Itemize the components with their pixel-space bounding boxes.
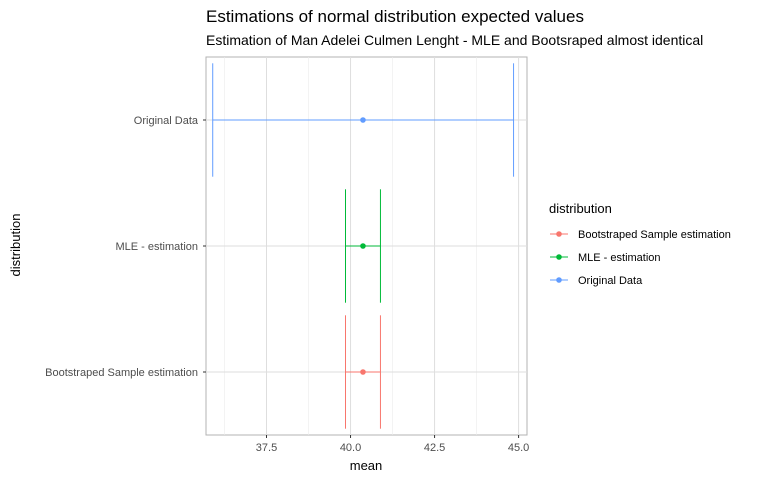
mean-point	[360, 369, 366, 375]
legend-key-point	[556, 277, 562, 283]
y-axis-title: distribution	[8, 214, 23, 277]
x-tick-label: 42.5	[424, 442, 445, 454]
legend-label: Bootstraped Sample estimation	[578, 229, 731, 241]
x-axis-title: mean	[350, 458, 383, 473]
series-original-data	[212, 63, 515, 177]
legend-item: MLE - estimation	[550, 252, 661, 264]
legend: distribution Bootstraped Sample estimati…	[549, 201, 731, 287]
chart-subtitle: Estimation of Man Adelei Culmen Lenght -…	[206, 32, 703, 48]
legend-label: MLE - estimation	[578, 252, 661, 264]
series-bootstraped-sample-estimation	[344, 315, 381, 429]
y-tick-label: Bootstraped Sample estimation	[45, 367, 198, 379]
mean-point	[360, 243, 366, 249]
legend-label: Original Data	[578, 275, 643, 287]
legend-key-point	[556, 254, 562, 260]
data-marks	[212, 63, 515, 429]
series-mle-estimation	[344, 189, 381, 303]
chart-title: Estimations of normal distribution expec…	[206, 7, 584, 26]
legend-title: distribution	[549, 201, 612, 216]
legend-item: Original Data	[550, 275, 643, 287]
x-axis-ticks: 37.5 40.0 42.5 45.0	[256, 435, 529, 454]
legend-key-point	[556, 231, 562, 237]
x-tick-label: 40.0	[340, 442, 361, 454]
mean-point	[360, 117, 366, 123]
x-tick-label: 37.5	[256, 442, 277, 454]
legend-item: Bootstraped Sample estimation	[550, 229, 731, 241]
y-tick-label: MLE - estimation	[115, 241, 198, 253]
x-tick-label: 45.0	[508, 442, 529, 454]
y-tick-label: Original Data	[134, 115, 199, 127]
y-axis-ticks: Bootstraped Sample estimation MLE - estim…	[45, 115, 206, 379]
